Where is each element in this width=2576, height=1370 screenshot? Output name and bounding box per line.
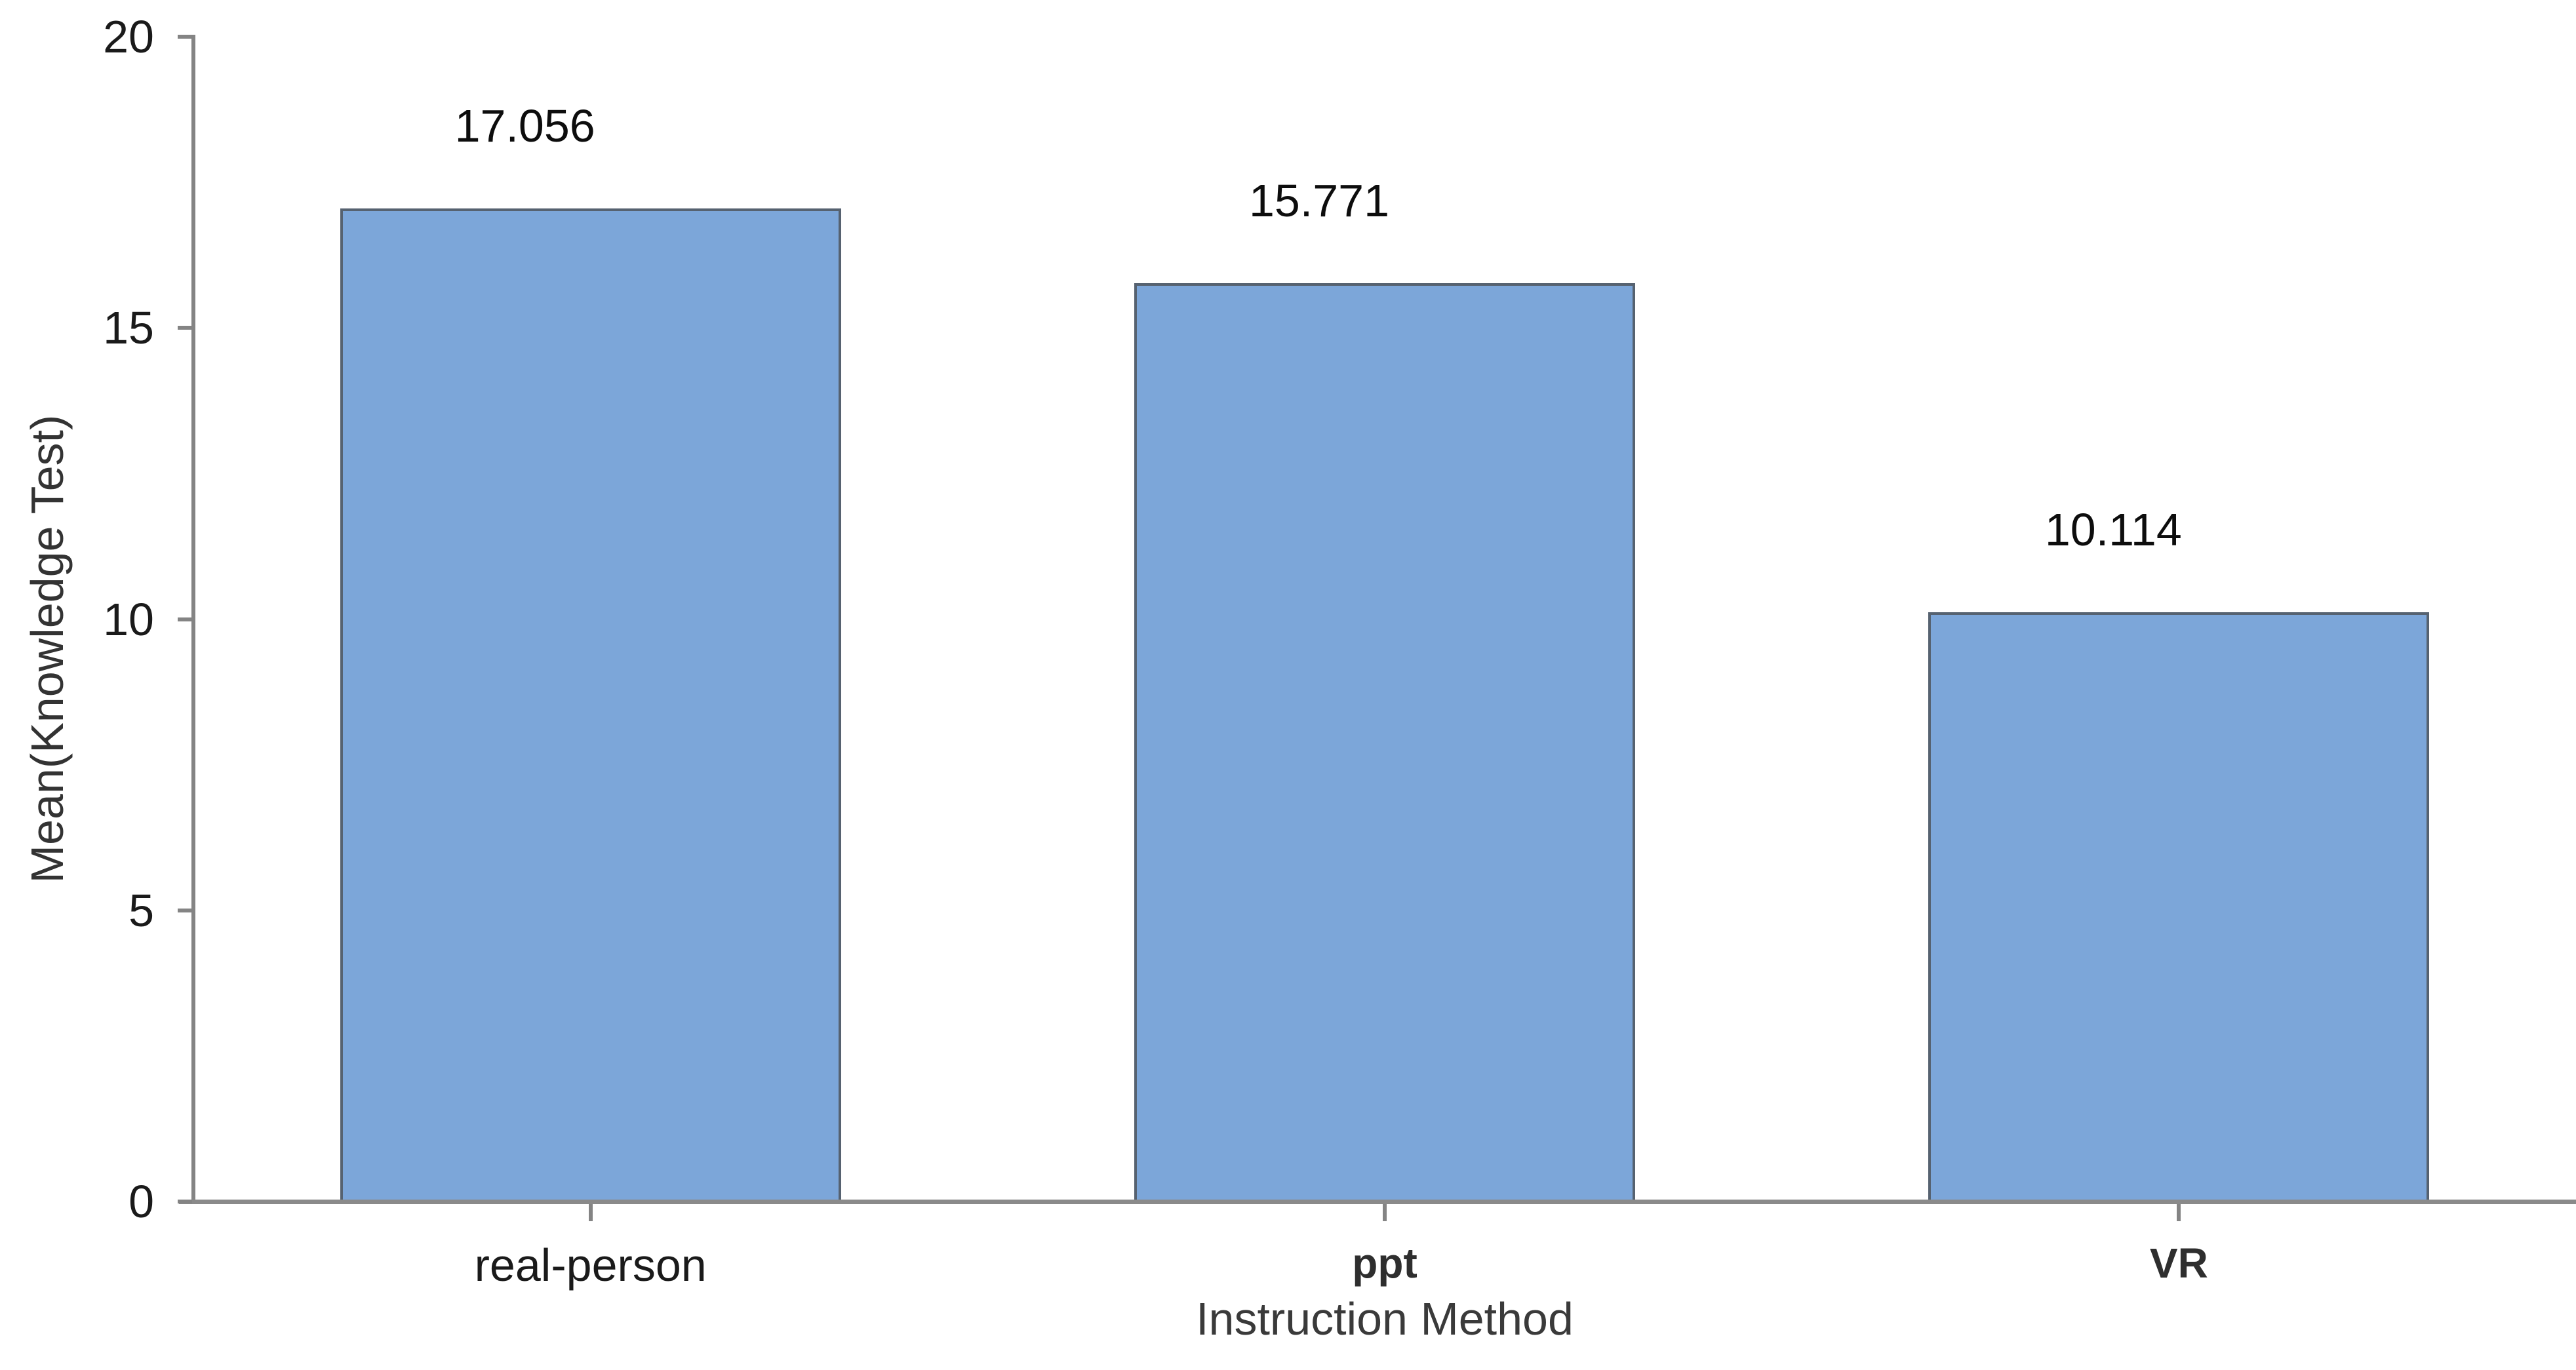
x-tick-mark <box>1383 1204 1387 1221</box>
y-tick-mark <box>178 617 192 621</box>
x-category-label-ppt: ppt <box>1352 1240 1417 1287</box>
bar-value-label: 17.056 <box>454 100 595 151</box>
y-tick-mark <box>178 908 192 912</box>
bar-value-label: 15.771 <box>1248 174 1390 226</box>
bar-real-person[interactable] <box>340 208 841 1202</box>
y-axis-line <box>191 35 195 1204</box>
y-tick-mark <box>178 35 192 39</box>
x-axis-title: Instruction Method <box>1196 1293 1574 1344</box>
x-axis-line <box>179 1200 2576 1204</box>
y-tick-label: 15 <box>103 302 154 354</box>
y-tick-mark <box>178 1200 192 1204</box>
y-tick-label: 20 <box>103 11 154 62</box>
bar-ppt[interactable] <box>1134 283 1635 1202</box>
bar-VR[interactable] <box>1928 612 2430 1202</box>
x-tick-mark <box>588 1204 593 1221</box>
x-category-label-real-person: real-person <box>474 1240 707 1291</box>
x-tick-mark <box>2177 1204 2181 1221</box>
y-tick-label: 5 <box>129 884 154 936</box>
y-tick-label: 10 <box>103 593 154 645</box>
x-category-label-VR: VR <box>2149 1240 2208 1287</box>
bar-value-label: 10.114 <box>2044 504 2182 556</box>
y-tick-mark <box>178 326 192 330</box>
y-tick-label: 0 <box>129 1176 154 1227</box>
